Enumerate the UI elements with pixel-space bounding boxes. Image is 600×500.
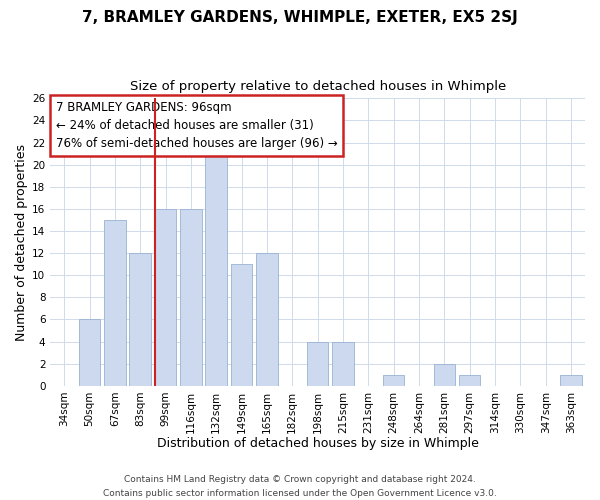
Bar bbox=[256, 253, 278, 386]
Bar bbox=[231, 264, 253, 386]
Bar bbox=[560, 375, 582, 386]
Bar bbox=[459, 375, 481, 386]
Bar bbox=[180, 209, 202, 386]
X-axis label: Distribution of detached houses by size in Whimple: Distribution of detached houses by size … bbox=[157, 437, 479, 450]
Text: 7 BRAMLEY GARDENS: 96sqm
← 24% of detached houses are smaller (31)
76% of semi-d: 7 BRAMLEY GARDENS: 96sqm ← 24% of detach… bbox=[56, 101, 337, 150]
Bar bbox=[307, 342, 328, 386]
Bar bbox=[79, 320, 100, 386]
Bar bbox=[434, 364, 455, 386]
Text: 7, BRAMLEY GARDENS, WHIMPLE, EXETER, EX5 2SJ: 7, BRAMLEY GARDENS, WHIMPLE, EXETER, EX5… bbox=[82, 10, 518, 25]
Bar bbox=[130, 253, 151, 386]
Bar bbox=[205, 142, 227, 386]
Bar bbox=[104, 220, 125, 386]
Y-axis label: Number of detached properties: Number of detached properties bbox=[15, 144, 28, 340]
Title: Size of property relative to detached houses in Whimple: Size of property relative to detached ho… bbox=[130, 80, 506, 93]
Bar bbox=[383, 375, 404, 386]
Text: Contains HM Land Registry data © Crown copyright and database right 2024.
Contai: Contains HM Land Registry data © Crown c… bbox=[103, 476, 497, 498]
Bar bbox=[332, 342, 354, 386]
Bar bbox=[155, 209, 176, 386]
